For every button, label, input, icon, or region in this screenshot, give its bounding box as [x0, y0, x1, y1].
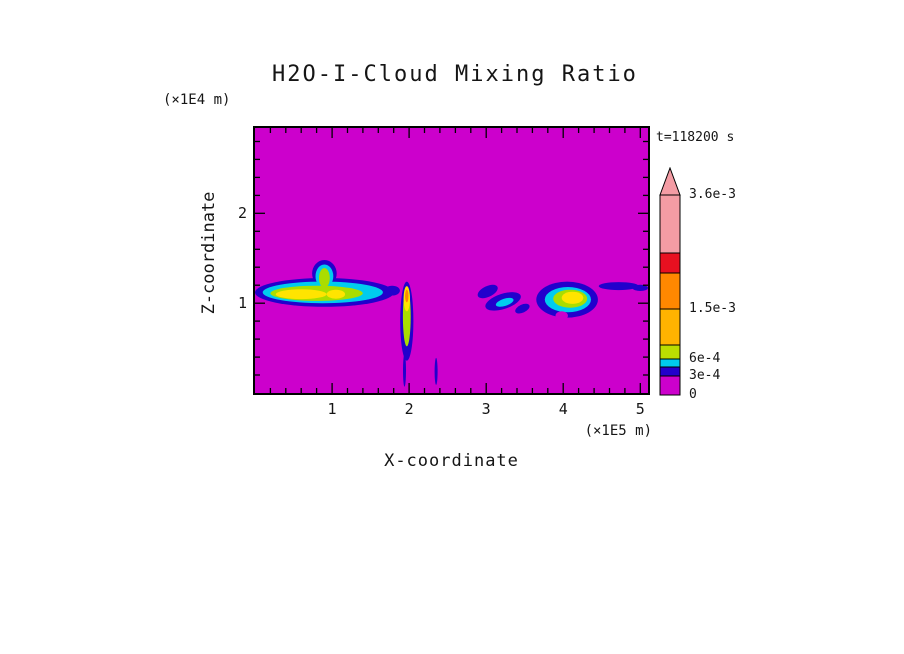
colorbar-tick-label: 3.6e-3: [689, 187, 736, 202]
heatmap-plot-area: [253, 126, 650, 395]
x-tick-label: 2: [404, 400, 414, 418]
z-tick-label: 1: [237, 294, 247, 313]
colorbar-tick-label: 6e-4: [689, 351, 721, 366]
colorbar-tick-label: 1.5e-3: [689, 301, 736, 316]
x-tick-label: 1: [327, 400, 337, 418]
z-tick-label: 2: [237, 204, 247, 223]
heatmap-plot-canvas: [255, 128, 648, 393]
x-tick-label: 4: [558, 400, 568, 418]
z-axis-unit: (×1E4 m): [163, 92, 231, 108]
z-axis-label: Z-coordinate: [199, 191, 219, 315]
x-axis-label: X-coordinate: [384, 451, 519, 471]
colorbar-tick-label: 3e-4: [689, 368, 721, 383]
x-tick-label: 5: [635, 400, 645, 418]
x-tick-label: 3: [481, 400, 491, 418]
time-annotation: t=118200 s: [656, 130, 735, 145]
colorbar-tick-label: 0: [689, 387, 697, 402]
colorbar: [659, 167, 681, 396]
x-axis-unit: (×1E5 m): [584, 423, 652, 439]
chart-title: H2O-I-Cloud Mixing Ratio: [272, 62, 638, 87]
